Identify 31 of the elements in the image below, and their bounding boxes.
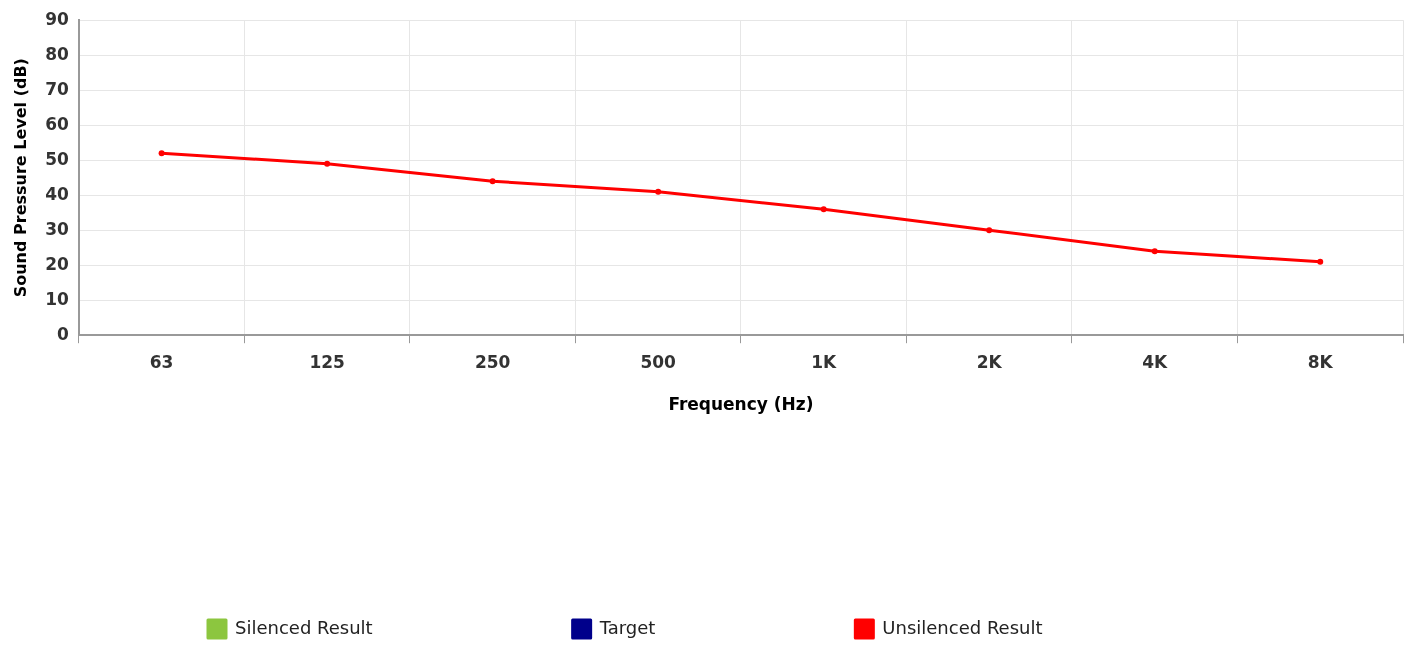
y-axis-title: Sound Pressure Level (dB) — [10, 58, 30, 298]
y-tick-label: 40 — [45, 183, 70, 204]
x-tick-label: 500 — [640, 351, 677, 372]
point — [655, 188, 662, 195]
y-tick-label: 50 — [45, 148, 70, 169]
y-tick-label: 70 — [45, 78, 70, 99]
x-tick-label: 2K — [976, 351, 1003, 372]
x-tick-label: 250 — [474, 351, 511, 372]
legend-label: Target — [598, 616, 656, 638]
legend-label: Unsilenced Result — [882, 616, 1043, 638]
point — [324, 160, 331, 167]
y-tick-label: 10 — [45, 288, 70, 309]
y-tick-label: 60 — [45, 113, 70, 134]
x-tick-label: 125 — [309, 351, 345, 372]
y-tick-label: 20 — [45, 253, 70, 274]
x-tick-label: 8K — [1307, 351, 1334, 372]
point — [158, 150, 165, 157]
y-tick-label: 90 — [45, 8, 70, 29]
y-tick-label: 30 — [45, 218, 70, 239]
point — [1317, 258, 1324, 265]
x-tick-label: 63 — [149, 351, 174, 372]
y-tick-label: 0 — [57, 323, 70, 344]
point — [986, 227, 993, 234]
point — [820, 206, 827, 213]
x-tick-label: 1K — [811, 351, 838, 372]
x-tick-label: 4K — [1142, 351, 1169, 372]
point — [1151, 248, 1158, 255]
point — [489, 178, 496, 185]
legend-label: Silenced Result — [235, 616, 373, 638]
x-axis-title: Frequency (Hz) — [668, 394, 814, 415]
y-tick-label: 80 — [45, 43, 70, 64]
